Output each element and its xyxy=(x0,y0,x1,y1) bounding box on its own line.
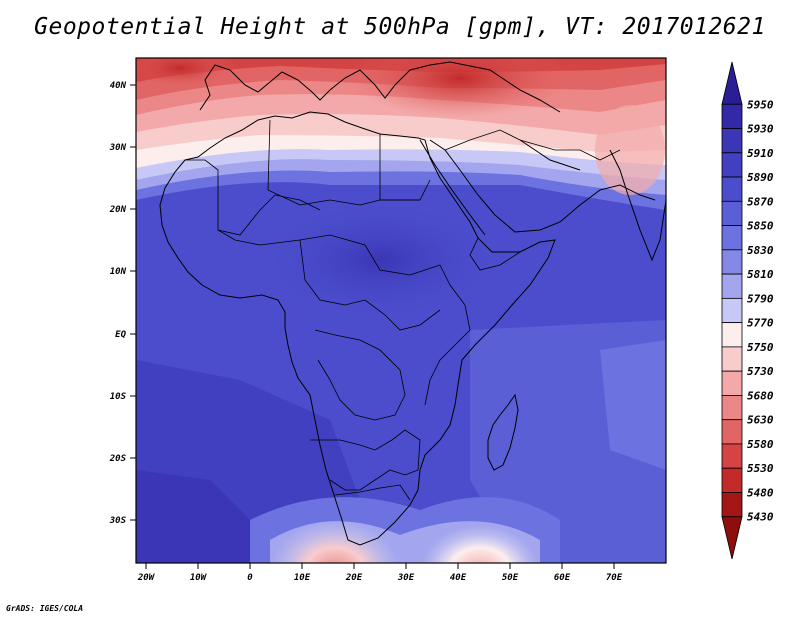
colorbar-segment xyxy=(721,152,743,178)
colorbar-label: 5580 xyxy=(747,438,774,451)
border-southern xyxy=(310,429,421,491)
colorbar-segment xyxy=(721,297,743,324)
colorbar-segment xyxy=(721,492,743,518)
border-central xyxy=(299,239,441,331)
madagascar xyxy=(487,393,519,471)
arabian-peninsula xyxy=(429,139,656,233)
red-sea xyxy=(419,139,486,236)
map-title: Geopotential Height at 500hPa [gpm], VT:… xyxy=(34,14,766,40)
warm-blob-se xyxy=(420,525,540,563)
lon-label-10e: 10E xyxy=(294,573,311,583)
colorbar: 5950 5930 5910 5890 5870 5850 5830 5810 5790 5770… xyxy=(721,61,774,560)
colorbar-segment xyxy=(721,176,743,202)
colorbar-label: 5680 xyxy=(747,389,774,402)
lat-label-10s: 10S xyxy=(110,392,127,402)
border-egypt-sudan xyxy=(379,134,431,201)
colorbar-label: 5910 xyxy=(747,147,774,160)
lon-label-70e: 70E xyxy=(606,573,623,583)
lon-label-50e: 50E xyxy=(502,573,519,583)
border-south-africa xyxy=(334,484,411,501)
colorbar-label: 5830 xyxy=(747,244,774,257)
lon-label-40e: 40E xyxy=(450,573,467,583)
colorbar-segment xyxy=(721,346,743,372)
deep-blue-center xyxy=(260,200,500,320)
colorbar-label: 5770 xyxy=(747,317,774,330)
lat-label-20n: 20N xyxy=(109,205,127,215)
border-sahel xyxy=(217,229,441,276)
coastlines xyxy=(159,61,666,546)
border-congo xyxy=(314,329,406,421)
lon-label-30e: 30E xyxy=(397,573,415,583)
africa-coastline xyxy=(159,111,556,546)
colorbar-segment xyxy=(721,516,743,560)
colorbar-segment xyxy=(721,225,743,251)
colorbar-segment xyxy=(721,128,743,154)
colorbar-segment xyxy=(721,322,743,348)
lat-label-30n: 30N xyxy=(109,143,127,153)
band-5830-e xyxy=(600,340,666,470)
lat-label-40n: 40N xyxy=(110,81,127,91)
band-5910-sw xyxy=(136,470,260,563)
lat-label-30s: 30S xyxy=(109,516,127,526)
persian-gulf xyxy=(519,139,581,171)
colorbar-label: 5890 xyxy=(747,171,774,184)
colorbar-label: 5430 xyxy=(747,511,774,524)
red-core-east xyxy=(350,58,570,118)
colorbar-label: 5950 xyxy=(747,98,774,111)
country-borders xyxy=(185,119,621,501)
lat-label-10n: 10N xyxy=(110,267,127,277)
border-sahara-west xyxy=(185,159,321,236)
colorbar-segment xyxy=(721,249,743,275)
colorbar-segment xyxy=(721,273,743,299)
colorbar-label: 5630 xyxy=(747,414,774,427)
colorbar-segment xyxy=(721,200,743,226)
colorbar-label: 5850 xyxy=(747,220,774,233)
lon-label-20e: 20E xyxy=(345,573,363,583)
india-coast xyxy=(609,149,666,262)
colorbar-label: 5930 xyxy=(747,123,774,136)
lon-label-0: 0 xyxy=(247,573,253,583)
colorbar-label: 5730 xyxy=(747,365,774,378)
lat-label-eq: EQ xyxy=(115,330,126,340)
colorbar-segment xyxy=(721,419,743,445)
border-east xyxy=(424,264,471,406)
colorbar-segment xyxy=(721,467,743,493)
colorbar-segment xyxy=(721,395,743,421)
lon-label-20w: 20W xyxy=(137,573,156,583)
europe-coast xyxy=(199,61,561,113)
colorbar-label: 5750 xyxy=(747,341,774,354)
colorbar-segment xyxy=(721,443,743,469)
lon-label-60e: 60E xyxy=(554,573,571,583)
colorbar-label: 5530 xyxy=(747,462,774,475)
colorbar-label: 5810 xyxy=(747,268,774,281)
warm-arabian-sea xyxy=(595,105,665,195)
colorbar-label: 5870 xyxy=(747,195,774,208)
colorbar-label: 5790 xyxy=(747,292,774,305)
grads-credit: GrADS: IGES/COLA xyxy=(6,604,84,613)
lat-axis: 40N 30N 20N 10N EQ 10S 20S 30S xyxy=(109,81,136,526)
colorbar-segment xyxy=(721,103,743,129)
map-frame xyxy=(135,57,667,564)
colorbar-label: 5480 xyxy=(747,486,774,499)
height-field xyxy=(136,58,666,563)
red-core-west xyxy=(136,58,235,88)
border-horn xyxy=(469,237,521,271)
lon-axis: 20W 10W 0 10E 20E 30E 40E 50E 60E 70E xyxy=(137,563,623,583)
colorbar-segment xyxy=(721,370,743,396)
lat-label-20s: 20S xyxy=(109,454,127,464)
colorbar-segment xyxy=(721,61,743,105)
warm-blob-sw xyxy=(270,520,400,563)
lon-label-10w: 10W xyxy=(190,573,208,583)
border-middle-east xyxy=(444,129,621,161)
